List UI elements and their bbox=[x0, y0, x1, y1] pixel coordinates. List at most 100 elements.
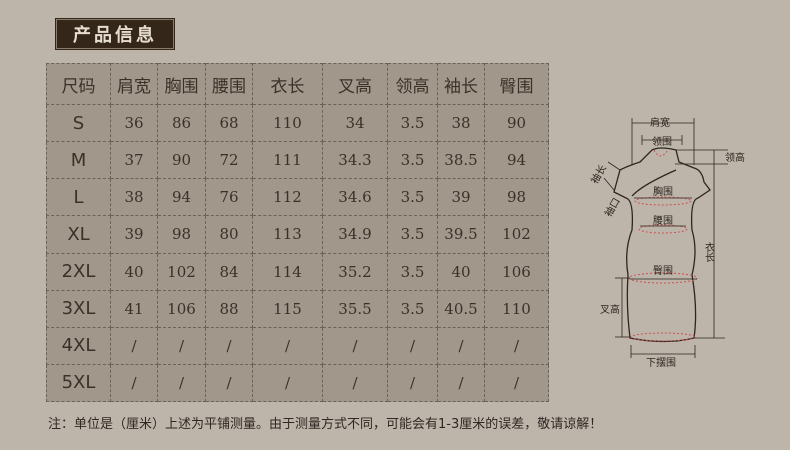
measurement-cell: 38 bbox=[110, 178, 158, 217]
measurement-cell: 98 bbox=[484, 178, 549, 217]
measurement-cell: 76 bbox=[205, 178, 253, 217]
measurement-cell: 40 bbox=[437, 252, 485, 291]
label-cuff: 袖口 bbox=[602, 195, 623, 219]
measurement-cell: / bbox=[205, 363, 253, 403]
measurement-cell: 86 bbox=[157, 103, 206, 143]
size-cell: 5XL bbox=[46, 363, 111, 403]
measurement-cell: 106 bbox=[484, 252, 549, 291]
measurement-cell: / bbox=[437, 363, 485, 403]
size-cell: 4XL bbox=[46, 326, 111, 365]
measurement-cell: 39 bbox=[437, 178, 485, 217]
measurement-cell: / bbox=[157, 363, 206, 403]
measurement-cell: 38 bbox=[437, 103, 485, 143]
measurement-cell: 34.6 bbox=[322, 178, 388, 217]
size-cell: 3XL bbox=[46, 289, 111, 328]
label-slit: 叉高 bbox=[600, 303, 620, 316]
measurement-cell: 110 bbox=[252, 103, 323, 143]
size-cell: 2XL bbox=[46, 252, 111, 291]
measurement-cell: 34.3 bbox=[322, 141, 388, 180]
measurement-cell: 102 bbox=[484, 215, 549, 254]
column-header: 衣长 bbox=[252, 63, 323, 105]
measurement-cell: 3.5 bbox=[387, 215, 438, 254]
measurement-cell: 3.5 bbox=[387, 141, 438, 180]
measurement-cell: 36 bbox=[110, 103, 158, 143]
table-row: 3XL 41 106 88 115 35.5 3.5 40.5 110 bbox=[46, 289, 549, 328]
measurement-cell: 3.5 bbox=[387, 252, 438, 291]
measurement-cell: 68 bbox=[205, 103, 253, 143]
label-collar: 领围 bbox=[652, 135, 672, 148]
dress-outline bbox=[613, 147, 711, 343]
measurement-cell: / bbox=[387, 363, 438, 403]
measurement-note: 注：单位是（厘米）上述为平铺测量。由于测量方式不同，可能会有1-3厘米的误差，敬… bbox=[48, 417, 603, 432]
measurement-cell: / bbox=[322, 326, 388, 365]
size-cell: XL bbox=[46, 215, 111, 254]
measurement-cell: / bbox=[252, 363, 323, 403]
measure-lines bbox=[603, 118, 728, 358]
column-header: 尺码 bbox=[46, 63, 111, 105]
measurement-cell: 39 bbox=[110, 215, 158, 254]
label-waist: 腰围 bbox=[653, 215, 673, 227]
measurement-cell: 115 bbox=[252, 289, 323, 328]
table-row: 4XL / / / / / / / / bbox=[46, 326, 549, 365]
table-row: S 36 86 68 110 34 3.5 38 90 bbox=[46, 103, 549, 143]
measurement-cell: 37 bbox=[110, 141, 158, 180]
measurement-cell: 39.5 bbox=[437, 215, 485, 254]
column-header: 肩宽 bbox=[110, 63, 158, 105]
column-header: 叉高 bbox=[322, 63, 388, 105]
label-chest: 胸围 bbox=[653, 185, 673, 198]
measurement-cell: 88 bbox=[205, 289, 253, 328]
label-hip: 臀围 bbox=[653, 265, 673, 277]
measurement-cell: 80 bbox=[205, 215, 253, 254]
measurement-cell: 40 bbox=[110, 252, 158, 291]
size-cell: M bbox=[46, 141, 111, 180]
label-sleeve-length: 袖长 bbox=[588, 162, 609, 186]
label-length: 衣长 bbox=[703, 241, 715, 262]
measurement-cell: 110 bbox=[484, 289, 549, 328]
table-header-row: 尺码 肩宽 胸围 腰围 衣长 叉高 领高 袖长 臀围 bbox=[46, 63, 549, 105]
measurement-cell: 102 bbox=[157, 252, 206, 291]
measurement-cell: 3.5 bbox=[387, 178, 438, 217]
measurement-cell: 35.5 bbox=[322, 289, 388, 328]
measurement-cell: 40.5 bbox=[437, 289, 485, 328]
label-collar-height: 领高 bbox=[725, 151, 745, 164]
measurement-cell: / bbox=[110, 326, 158, 365]
column-header: 臀围 bbox=[484, 63, 549, 105]
measurement-cell: 84 bbox=[205, 252, 253, 291]
measurement-cell: 111 bbox=[252, 141, 323, 180]
measurement-cell: / bbox=[252, 326, 323, 365]
measurement-cell: 113 bbox=[252, 215, 323, 254]
measurement-cell: 114 bbox=[252, 252, 323, 291]
label-hem: 下摆围 bbox=[646, 356, 676, 369]
measurement-cell: 41 bbox=[110, 289, 158, 328]
measurement-cell: 90 bbox=[484, 103, 549, 143]
measurement-cell: 35.2 bbox=[322, 252, 388, 291]
measurement-cell: 94 bbox=[157, 178, 206, 217]
measurement-cell: 38.5 bbox=[437, 141, 485, 180]
column-header: 袖长 bbox=[437, 63, 485, 105]
measurement-cell: / bbox=[157, 326, 206, 365]
measurement-cell: / bbox=[110, 363, 158, 403]
table-row: L 38 94 76 112 34.6 3.5 39 98 bbox=[46, 178, 549, 217]
measurement-cell: 72 bbox=[205, 141, 253, 180]
table-row: XL 39 98 80 113 34.9 3.5 39.5 102 bbox=[46, 215, 549, 254]
measurement-cell: 34 bbox=[322, 103, 388, 143]
measurement-cell: 3.5 bbox=[387, 103, 438, 143]
table-row: M 37 90 72 111 34.3 3.5 38.5 94 bbox=[46, 141, 549, 180]
measurement-cell: 90 bbox=[157, 141, 206, 180]
column-header: 领高 bbox=[387, 63, 438, 105]
measurement-cell: / bbox=[484, 326, 549, 365]
measurement-ellipses bbox=[628, 149, 698, 342]
measurement-cell: / bbox=[205, 326, 253, 365]
measurement-cell: 98 bbox=[157, 215, 206, 254]
size-cell: S bbox=[46, 103, 111, 143]
label-shoulder: 肩宽 bbox=[650, 116, 670, 129]
size-table: 尺码 肩宽 胸围 腰围 衣长 叉高 领高 袖长 臀围 S 36 86 68 110 34 3.5 38 90 M 3… bbox=[46, 63, 549, 403]
section-title: 产品信息 bbox=[56, 19, 174, 49]
size-cell: L bbox=[46, 178, 111, 217]
table-row: 5XL / / / / / / / / bbox=[46, 363, 549, 403]
table-row: 2XL 40 102 84 114 35.2 3.5 40 106 bbox=[46, 252, 549, 291]
measurement-cell: 94 bbox=[484, 141, 549, 180]
measurement-cell: 3.5 bbox=[387, 289, 438, 328]
measurement-cell: / bbox=[484, 363, 549, 403]
column-header: 腰围 bbox=[205, 63, 253, 105]
